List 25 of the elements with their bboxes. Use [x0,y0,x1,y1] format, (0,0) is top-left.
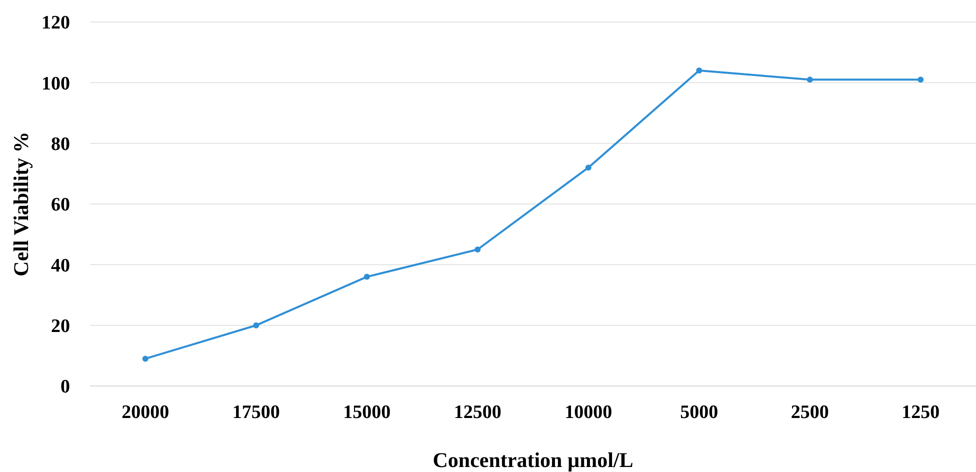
point [696,68,702,74]
x-tick-label: 15000 [343,402,391,423]
y-tick-label: 0 [60,376,70,398]
x-axis-title: Concentration µmol/L [432,448,634,472]
y-tick-label: 40 [51,255,70,276]
x-tick-label: 12500 [454,402,502,423]
point [585,164,592,171]
y-axis-title: Cell Viability % [9,132,33,276]
point [806,76,813,83]
y-tick-label: 80 [51,134,70,155]
y-tick-label: 120 [42,12,70,34]
x-tick-label: 17500 [232,402,280,423]
point [142,356,148,362]
point [364,274,370,280]
x-tick-label: 10000 [564,402,612,423]
point [253,322,260,328]
x-tick-label: 2500 [790,402,829,423]
y-tick-label: 60 [51,194,70,216]
x-tick-label: 5000 [680,402,718,423]
y-tick-label: 100 [42,73,70,94]
x-tick-label: 1250 [902,402,940,423]
y-tick-label: 20 [51,316,70,337]
point [918,76,924,83]
point [474,246,481,252]
x-tick-label: 20000 [122,402,170,423]
